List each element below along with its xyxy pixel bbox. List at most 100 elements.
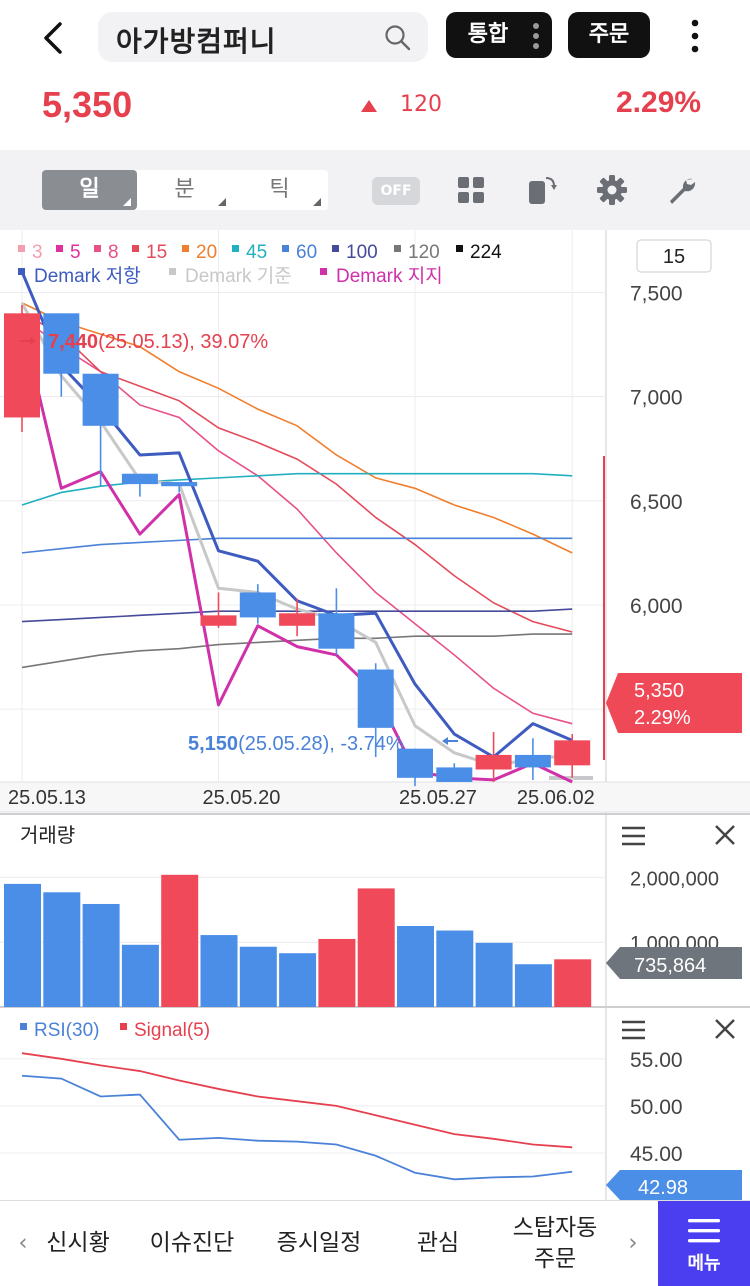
legend-label: Signal(5) bbox=[134, 1020, 210, 1041]
period-tabs: 일 분 틱 bbox=[42, 170, 328, 210]
ma-line-120 bbox=[21, 633, 573, 669]
rotate-icon[interactable] bbox=[526, 174, 558, 206]
nav-item-schedule[interactable]: 증시일정 bbox=[276, 1230, 362, 1257]
ma-line-20 bbox=[21, 302, 573, 554]
legend-label: 5 bbox=[70, 242, 81, 263]
tab-minute[interactable]: 분 bbox=[137, 170, 232, 210]
volume-bar bbox=[200, 935, 238, 1007]
legend-label: 60 bbox=[296, 242, 317, 263]
nav-item-issue[interactable]: 이슈진단 bbox=[149, 1230, 235, 1257]
grid-icon[interactable] bbox=[455, 174, 487, 206]
top-header: 아가방컴퍼니 통합 주문 bbox=[0, 0, 750, 75]
volume-badge-value: 735,864 bbox=[634, 955, 706, 977]
rsi-panel-close-icon[interactable] bbox=[715, 1019, 735, 1039]
nav-item-watchlist[interactable]: 관심 bbox=[416, 1230, 460, 1257]
rsi-panel-menu-icon[interactable] bbox=[622, 1020, 645, 1040]
low-annotation: 5,150(25.05.28), -3.74% bbox=[188, 733, 458, 755]
menu-button[interactable]: 메뉴 bbox=[658, 1201, 750, 1286]
legend-label: 3 bbox=[32, 242, 43, 263]
rsi-tick-label: 45.00 bbox=[630, 1143, 683, 1166]
candle-body bbox=[82, 373, 119, 426]
current-price-badge: 5,350 2.29% bbox=[606, 673, 742, 733]
candle-body bbox=[554, 740, 591, 766]
candle-body bbox=[318, 613, 355, 649]
integrated-view-button[interactable]: 통합 bbox=[446, 12, 552, 58]
stock-chart-area[interactable]: 3 5 8 15 20 45 60 100 120 224 Demark 저항 Demark 기준 D… bbox=[0, 230, 750, 1200]
date-tick-label: 25.05.20 bbox=[203, 787, 281, 809]
candle-body bbox=[279, 613, 316, 626]
search-icon[interactable] bbox=[384, 24, 412, 52]
tab-daily[interactable]: 일 bbox=[42, 170, 137, 210]
integrated-view-label: 통합 bbox=[467, 22, 509, 47]
period-box[interactable]: 15 bbox=[636, 239, 712, 273]
volume-panel-close-icon[interactable] bbox=[715, 825, 735, 845]
volume-bar bbox=[4, 883, 41, 1007]
legend-swatch bbox=[120, 1023, 127, 1030]
legend-swatch bbox=[394, 245, 401, 252]
back-arrow-icon[interactable] bbox=[36, 18, 72, 58]
rsi-legend: RSI(30) Signal(5) bbox=[20, 1020, 210, 1041]
candle-body bbox=[357, 669, 394, 728]
legend-label: 45 bbox=[246, 242, 267, 263]
volume-bar bbox=[82, 903, 120, 1007]
indicator-off-toggle[interactable]: OFF bbox=[372, 177, 420, 205]
volume-bar bbox=[161, 874, 199, 1007]
legend-swatch bbox=[18, 268, 25, 275]
legend-swatch bbox=[20, 1023, 27, 1030]
tab-daily-label: 일 bbox=[79, 177, 100, 202]
candle-body bbox=[239, 592, 276, 618]
gear-icon[interactable] bbox=[596, 174, 628, 206]
legend-label: 8 bbox=[108, 242, 119, 263]
candlestick-series bbox=[4, 304, 591, 787]
rsi-tick-label: 50.00 bbox=[630, 1096, 683, 1119]
legend-swatch bbox=[456, 245, 463, 252]
price-tick-label: 7,000 bbox=[630, 387, 683, 410]
legend-swatch bbox=[282, 245, 289, 252]
price-change: 120 bbox=[400, 92, 442, 117]
stock-search-input[interactable]: 아가방컴퍼니 bbox=[98, 12, 428, 62]
bottom-navigation: ‹ 신시황 이슈진단 증시일정 관심 스탑자동 주문 › 메뉴 bbox=[0, 1200, 750, 1286]
low-price: 5,150 bbox=[188, 733, 238, 755]
volume-panel-menu-icon[interactable] bbox=[622, 826, 645, 846]
nav-item-stop-order[interactable]: 스탑자동 주문 bbox=[512, 1214, 598, 1272]
candle-body bbox=[436, 767, 473, 782]
chart-grid bbox=[0, 230, 606, 782]
volume-bar bbox=[475, 942, 513, 1007]
volume-bar bbox=[514, 964, 552, 1007]
ma-legend: 3 5 8 15 20 45 60 100 120 224 bbox=[18, 242, 502, 263]
candle-body bbox=[200, 615, 237, 626]
candle-body bbox=[397, 748, 433, 778]
legend-label: 224 bbox=[470, 242, 502, 263]
rsi-tick-label: 55.00 bbox=[630, 1049, 683, 1072]
nav-prev-icon[interactable]: ‹ bbox=[18, 1230, 28, 1257]
badge-price: 5,350 bbox=[634, 680, 684, 702]
nav-next-icon[interactable]: › bbox=[628, 1230, 638, 1257]
demark-support-line bbox=[20, 323, 573, 784]
current-price: 5,350 bbox=[42, 84, 133, 125]
candle-body bbox=[475, 754, 512, 770]
legend-label: Demark 저항 bbox=[34, 265, 141, 287]
volume-bar bbox=[436, 930, 474, 1007]
candle-body bbox=[121, 473, 158, 485]
chart-canvas[interactable]: 3 5 8 15 20 45 60 100 120 224 Demark 저항 Demark 기준 D… bbox=[0, 230, 750, 1200]
volume-panel-title: 거래량 bbox=[20, 823, 75, 847]
tab-minute-label: 분 bbox=[174, 177, 195, 202]
more-menu-icon[interactable] bbox=[680, 16, 710, 56]
chart-toolbar: 일 분 틱 OFF bbox=[0, 150, 750, 230]
rsi-badge: 42.98 bbox=[606, 1170, 742, 1200]
nav-item-market[interactable]: 신시황 bbox=[46, 1230, 110, 1257]
candle-body bbox=[161, 482, 198, 487]
date-axis: 25.05.13 25.05.20 25.05.27 25.06.02 bbox=[8, 787, 595, 809]
menu-label: 메뉴 bbox=[687, 1253, 721, 1274]
legend-swatch bbox=[56, 245, 63, 252]
high-detail: (25.05.13), 39.07% bbox=[98, 331, 268, 353]
date-tick-label: 25.05.13 bbox=[8, 787, 86, 809]
order-button[interactable]: 주문 bbox=[568, 12, 650, 58]
wrench-icon[interactable] bbox=[666, 174, 698, 206]
high-price: 7,440 bbox=[48, 331, 98, 353]
volume-badge: 735,864 bbox=[606, 947, 742, 979]
legend-swatch bbox=[232, 245, 239, 252]
tab-tick-label: 틱 bbox=[269, 177, 290, 202]
tab-tick[interactable]: 틱 bbox=[232, 170, 327, 210]
legend-label: 15 bbox=[146, 242, 167, 263]
